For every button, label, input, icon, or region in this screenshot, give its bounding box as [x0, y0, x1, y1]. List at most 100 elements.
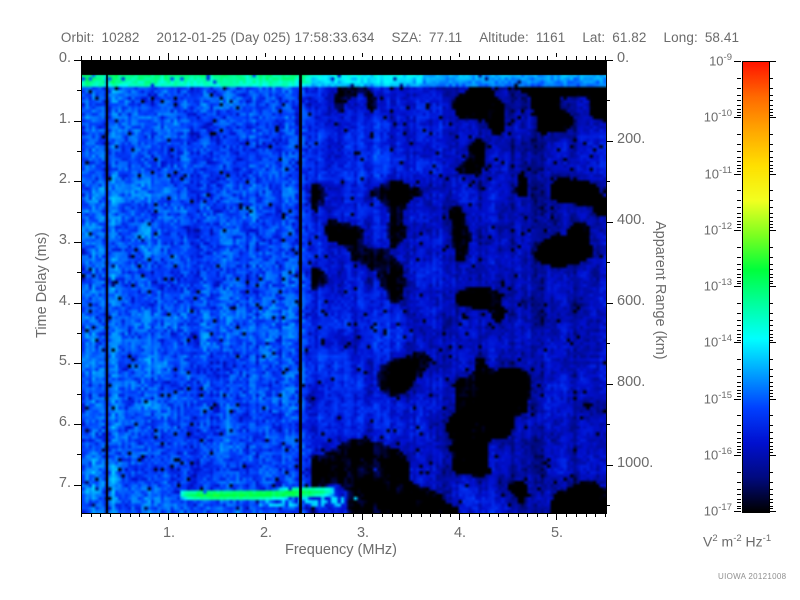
colorbar-minor-tick	[769, 482, 773, 483]
top-minor-tick	[304, 56, 305, 60]
bottom-minor-tick	[120, 513, 121, 517]
colorbar-minor-tick	[769, 432, 773, 433]
colorbar-major-tick	[734, 342, 741, 343]
top-minor-tick	[100, 56, 101, 60]
colorbar-minor-tick	[769, 200, 773, 201]
colorbar-tick-label: 10-11	[704, 165, 733, 182]
colorbar-minor-tick	[769, 472, 773, 473]
top-minor-tick	[440, 56, 441, 60]
bottom-minor-tick	[188, 513, 189, 517]
colorbar-major-tick	[734, 61, 741, 62]
bottom-major-tick	[459, 513, 460, 520]
colorbar-minor-tick	[737, 264, 741, 265]
left-major-tick	[74, 242, 81, 243]
colorbar-minor-tick	[769, 386, 773, 387]
colorbar-minor-tick	[737, 157, 741, 158]
bottom-tick-label: 5.	[550, 525, 564, 541]
colorbar-minor-tick	[769, 449, 773, 450]
left-tick-label: 0.	[58, 50, 71, 66]
top-minor-tick	[392, 56, 393, 60]
top-minor-tick	[547, 56, 548, 60]
top-minor-tick	[498, 56, 499, 60]
top-minor-tick	[372, 56, 373, 60]
colorbar-minor-tick	[737, 508, 741, 509]
colorbar-minor-tick	[737, 386, 741, 387]
colorbar-major-tick	[769, 174, 776, 175]
colorbar-minor-tick	[737, 494, 741, 495]
colorbar-major-tick	[769, 230, 776, 231]
colorbar-minor-tick	[769, 171, 773, 172]
top-minor-tick	[314, 56, 315, 60]
left-major-tick	[74, 485, 81, 486]
colorbar-minor-tick	[737, 227, 741, 228]
left-minor-tick	[77, 272, 81, 273]
bottom-minor-tick	[285, 513, 286, 517]
bottom-minor-tick	[130, 513, 131, 517]
lat-label: Lat:	[582, 30, 606, 45]
top-minor-tick	[382, 56, 383, 60]
altitude-label: Altitude:	[479, 30, 529, 45]
colorbar-minor-tick	[737, 105, 741, 106]
colorbar-minor-tick	[769, 247, 773, 248]
colorbar-minor-tick	[769, 161, 773, 162]
right-minor-tick	[606, 505, 610, 506]
colorbar-minor-tick	[769, 109, 773, 110]
left-tick-label: 5.	[58, 353, 71, 369]
left-tick-label: 7.	[58, 475, 71, 491]
colorbar-minor-tick	[769, 134, 773, 135]
colorbar-minor-tick	[769, 115, 773, 116]
bottom-tick-label: 4.	[453, 525, 467, 541]
colorbar-minor-tick	[737, 277, 741, 278]
bottom-minor-tick	[100, 513, 101, 517]
top-minor-tick	[91, 56, 92, 60]
colorbar-minor-tick	[769, 95, 773, 96]
colorbar-major-tick	[769, 342, 776, 343]
colorbar-minor-tick	[737, 134, 741, 135]
colorbar-minor-tick	[769, 281, 773, 282]
bottom-minor-tick	[217, 513, 218, 517]
colorbar-minor-tick	[769, 376, 773, 377]
colorbar-minor-tick	[737, 438, 741, 439]
top-minor-tick	[275, 56, 276, 60]
colorbar-major-tick	[734, 511, 741, 512]
left-major-tick	[74, 121, 81, 122]
right-tick-label: 0.	[617, 50, 630, 66]
top-minor-tick	[294, 56, 295, 60]
colorbar	[742, 61, 770, 513]
bottom-minor-tick	[401, 513, 402, 517]
colorbar-minor-tick	[769, 227, 773, 228]
left-tick-label: 4.	[58, 293, 71, 309]
colorbar-minor-tick	[769, 100, 773, 101]
bottom-minor-tick	[527, 513, 528, 517]
colorbar-tick-label: 10-10	[703, 108, 732, 125]
bottom-minor-tick	[178, 513, 179, 517]
colorbar-minor-tick	[737, 115, 741, 116]
spectrogram-image	[82, 61, 606, 513]
colorbar-minor-tick	[737, 369, 741, 370]
colorbar-tick-label: 10-12	[703, 221, 732, 238]
datetime-value: 2012-01-25 (Day 025) 17:58:33.634	[156, 30, 375, 45]
right-minor-tick	[606, 100, 610, 101]
colorbar-minor-tick	[769, 112, 773, 113]
colorbar-minor-tick	[769, 190, 773, 191]
colorbar-minor-tick	[737, 502, 741, 503]
top-minor-tick	[159, 56, 160, 60]
top-minor-tick	[576, 56, 577, 60]
bottom-minor-tick	[110, 513, 111, 517]
top-minor-tick	[178, 56, 179, 60]
colorbar-minor-tick	[737, 269, 741, 270]
right-minor-tick	[606, 343, 610, 344]
right-major-tick	[606, 384, 613, 385]
bottom-minor-tick	[518, 513, 519, 517]
bottom-minor-tick	[246, 513, 247, 517]
top-minor-tick	[518, 56, 519, 60]
colorbar-minor-tick	[737, 472, 741, 473]
bottom-minor-tick	[275, 513, 276, 517]
colorbar-major-tick	[769, 399, 776, 400]
colorbar-minor-tick	[769, 207, 773, 208]
colorbar-minor-tick	[769, 359, 773, 360]
bottom-minor-tick	[498, 513, 499, 517]
colorbar-minor-tick	[769, 325, 773, 326]
top-minor-tick	[197, 56, 198, 60]
top-minor-tick	[353, 56, 354, 60]
